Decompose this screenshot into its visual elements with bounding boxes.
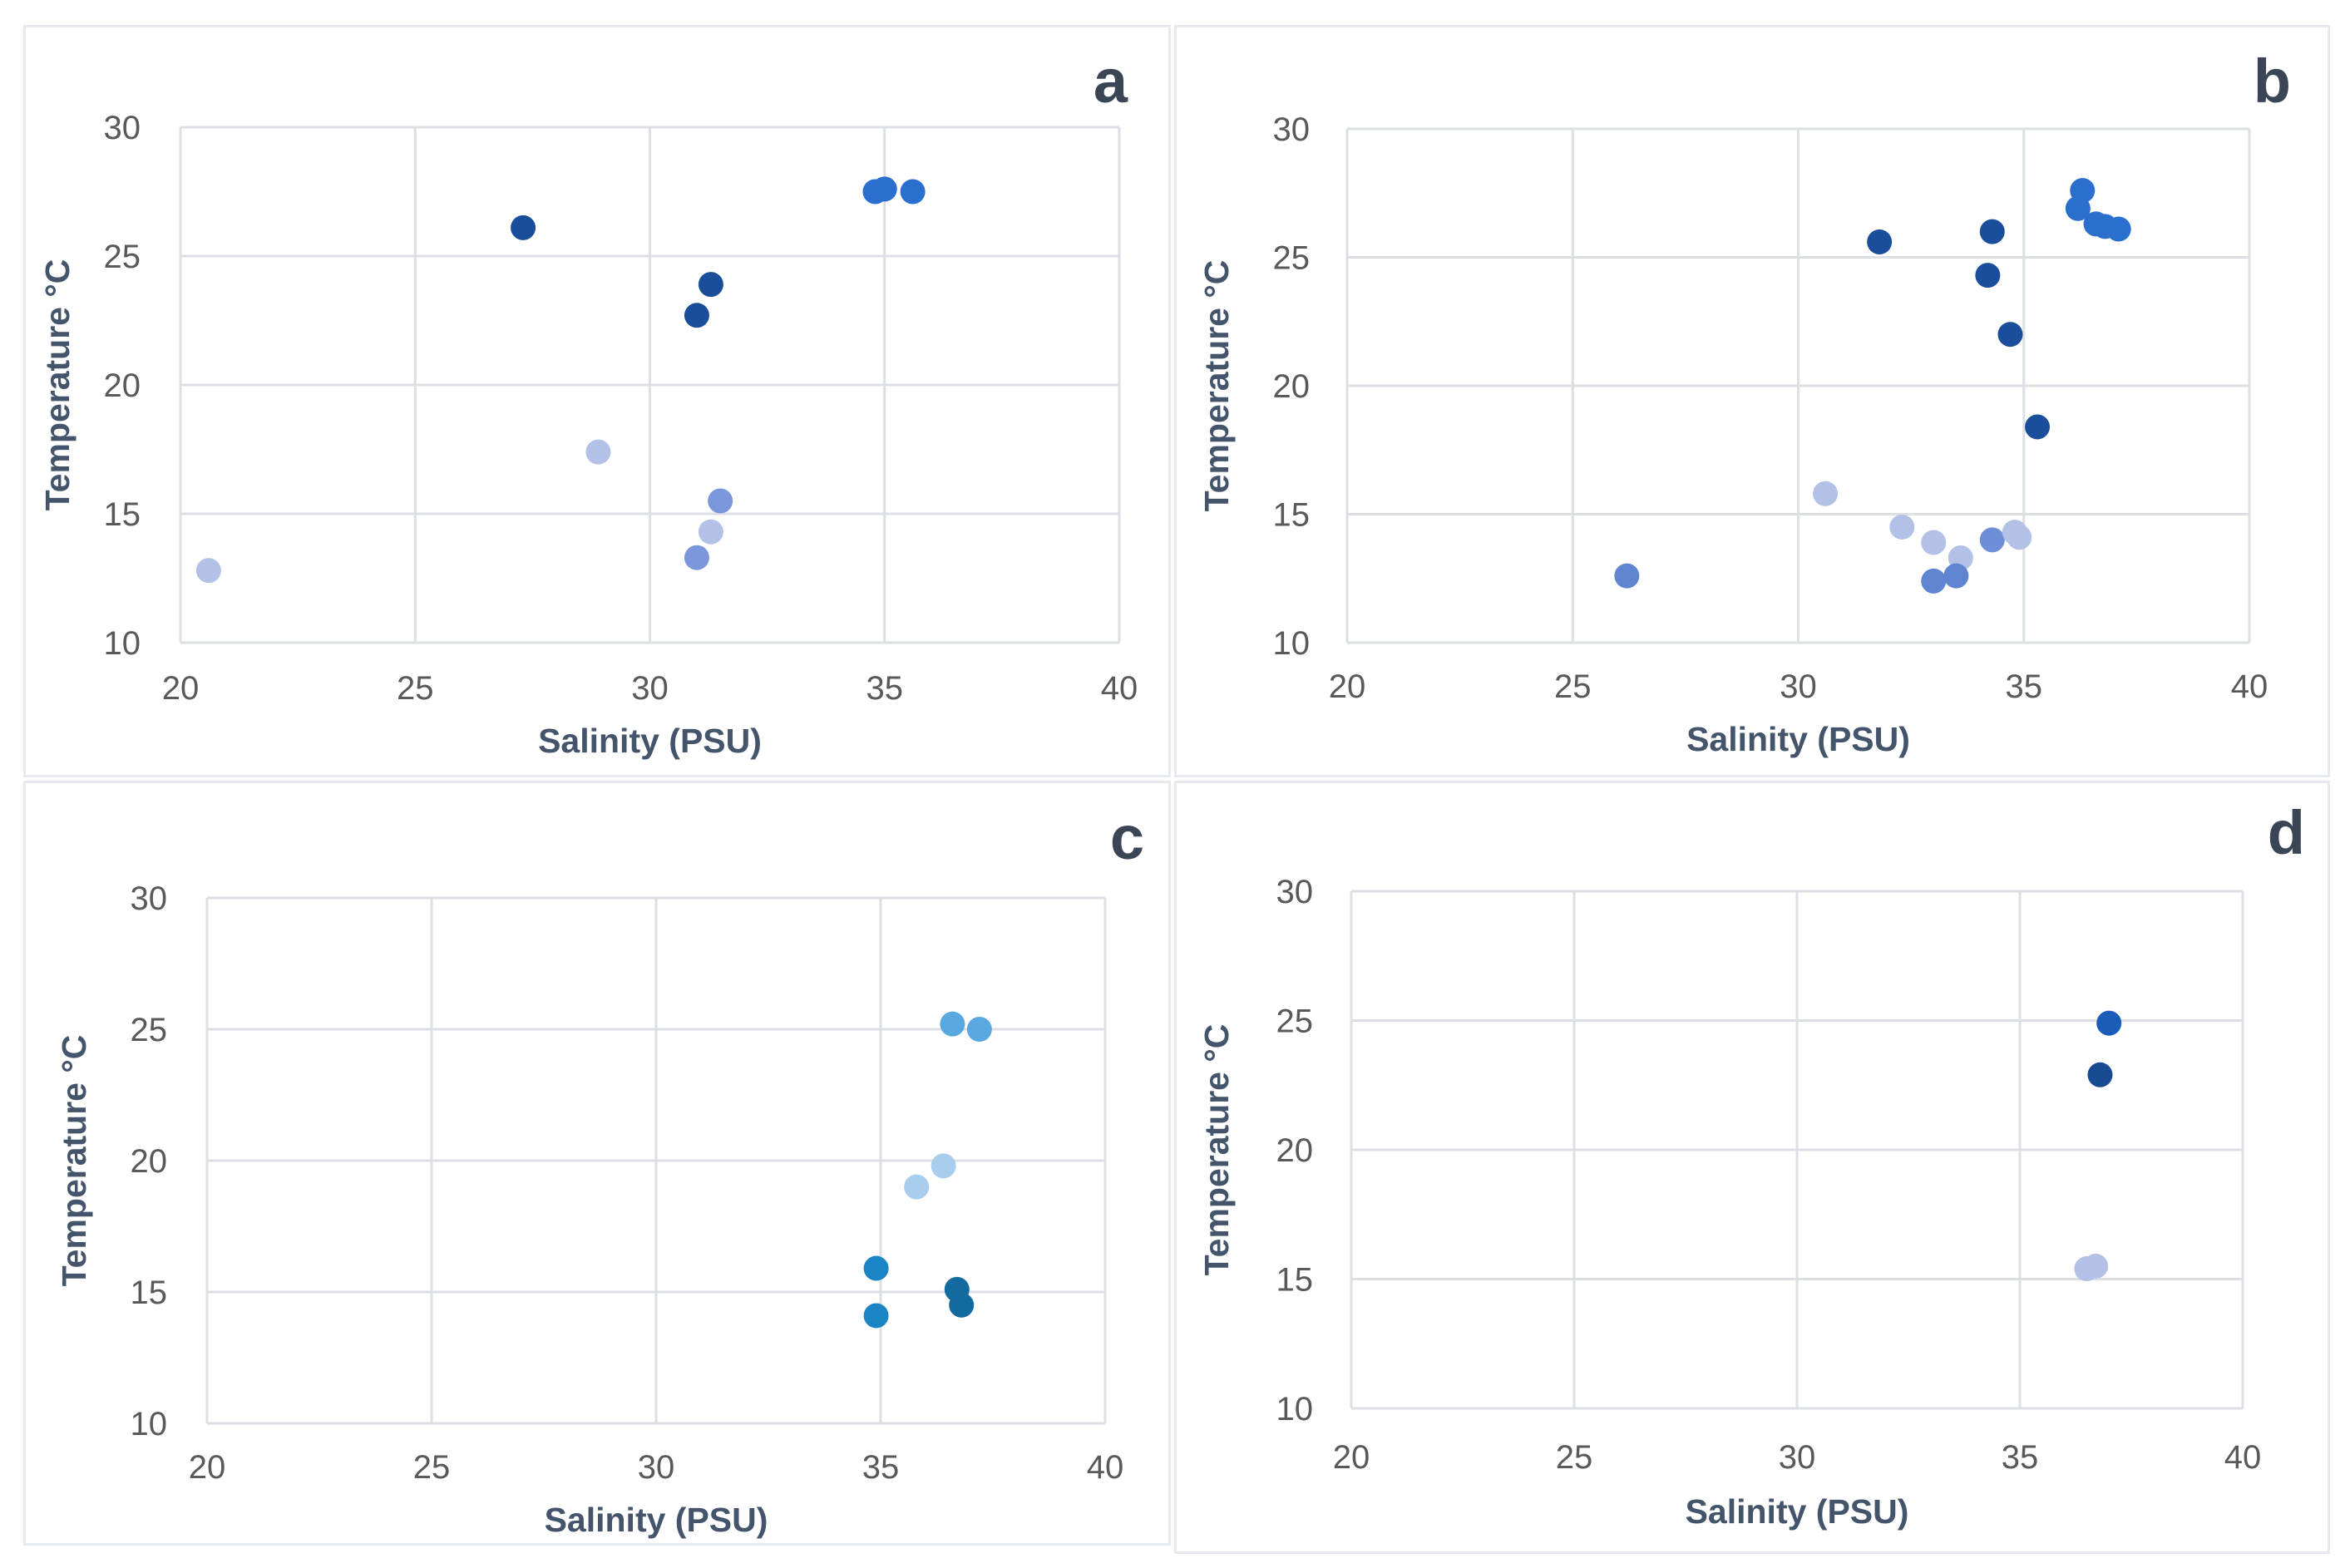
- x-tick-label: 35: [862, 1449, 900, 1486]
- x-tick-label: 25: [1554, 668, 1592, 705]
- y-tick-label: 25: [131, 1012, 168, 1048]
- data-point: [1997, 322, 2023, 348]
- data-point: [684, 303, 709, 328]
- data-point: [1979, 527, 2005, 553]
- y-axis-title: Temperature °C: [1197, 260, 1236, 512]
- data-point: [698, 272, 723, 298]
- data-point: [1921, 530, 1947, 555]
- x-axis-title: Salinity (PSU): [538, 722, 762, 760]
- chart-panel-c: c 10 15 20 25 30 20 25 30 35 40 Salinity (PSU) Temp…: [23, 781, 1171, 1546]
- data-point: [1867, 229, 1893, 254]
- y-tick-label: 30: [131, 880, 168, 917]
- data-point: [195, 558, 221, 584]
- data-point: [2065, 195, 2091, 221]
- x-tick-label: 40: [1087, 1449, 1124, 1486]
- data-point: [900, 179, 926, 205]
- x-tick-label: 20: [1333, 1439, 1370, 1476]
- y-tick-label: 20: [104, 367, 141, 404]
- data-point: [2025, 414, 2051, 440]
- x-tick-label: 25: [413, 1449, 451, 1486]
- data-point: [1921, 568, 1947, 594]
- x-tick-label: 30: [1779, 1439, 1816, 1476]
- chart-panel-d: d 10 15 20 25 30 20 25 30 35 40 Salinity (PSU) Temp…: [1174, 781, 2330, 1554]
- panel-letter: c: [1110, 803, 1144, 872]
- gridlines: [179, 126, 1121, 644]
- data-point: [966, 1017, 992, 1042]
- gridlines: [1350, 890, 2244, 1410]
- x-tick-label: 30: [638, 1449, 675, 1486]
- panel-letter: b: [2254, 47, 2291, 116]
- y-tick-label: 25: [1276, 1003, 1314, 1040]
- data-point: [698, 519, 723, 545]
- x-tick-label: 35: [866, 670, 904, 707]
- y-axis-title: Temperature °C: [38, 259, 77, 511]
- y-axis-title: Temperature °C: [1197, 1024, 1236, 1276]
- y-tick-label: 20: [131, 1143, 168, 1180]
- y-tick-label: 15: [1276, 1262, 1314, 1299]
- data-point: [585, 439, 611, 465]
- scatter-chart-a: a 10 15 20 25 30 20 25 30 35 40 Salinity (PSU) Temp…: [38, 47, 1138, 760]
- y-axis-title: Temperature °C: [55, 1035, 93, 1287]
- y-tick-label: 25: [104, 239, 141, 275]
- x-tick-label: 40: [2231, 668, 2268, 705]
- y-tick-label: 20: [1276, 1132, 1314, 1169]
- panel-letter: d: [2268, 798, 2305, 867]
- x-tick-label: 35: [2002, 1439, 2039, 1476]
- y-tick-label: 15: [1273, 497, 1311, 534]
- data-point: [1889, 514, 1915, 540]
- y-tick-label: 10: [1276, 1391, 1314, 1427]
- x-tick-label: 35: [2006, 668, 2043, 705]
- data-point: [940, 1011, 965, 1037]
- y-tick-label: 10: [1273, 625, 1311, 662]
- x-axis-title: Salinity (PSU): [545, 1501, 768, 1539]
- data-point: [708, 488, 733, 514]
- gridlines: [1345, 127, 2251, 644]
- data-point: [1975, 263, 2001, 288]
- x-axis-title: Salinity (PSU): [1686, 720, 1910, 758]
- y-tick-label: 25: [1273, 240, 1311, 277]
- data-point: [949, 1292, 975, 1318]
- data-point: [863, 1255, 889, 1281]
- data-point: [1813, 481, 1839, 506]
- gridlines: [205, 896, 1107, 1425]
- y-tick-label: 15: [104, 496, 141, 533]
- data-point: [931, 1153, 956, 1179]
- x-tick-label: 30: [631, 670, 669, 707]
- panel-letter: a: [1094, 47, 1128, 116]
- data-point: [2096, 1010, 2122, 1036]
- y-tick-label: 10: [104, 625, 141, 662]
- x-tick-label: 40: [2224, 1439, 2262, 1476]
- chart-panel-b: b 10 15 20 25 30 20 25 30 35 40 Salinity (PSU) Temp…: [1174, 25, 2330, 777]
- y-tick-label: 30: [1276, 874, 1314, 910]
- data-point: [684, 545, 709, 570]
- y-tick-label: 20: [1273, 368, 1311, 405]
- y-tick-label: 30: [104, 110, 141, 146]
- chart-panel-a: a 10 15 20 25 30 20 25 30 35 40 Salinity (PSU) Temp…: [23, 25, 1171, 777]
- scatter-chart-b: b 10 15 20 25 30 20 25 30 35 40 Salinity (PSU) Temp…: [1197, 47, 2291, 758]
- data-point: [871, 176, 897, 202]
- data-point: [1614, 563, 1640, 589]
- data-point: [2083, 1253, 2109, 1279]
- x-tick-label: 40: [1101, 670, 1138, 707]
- y-tick-label: 30: [1273, 111, 1311, 148]
- data-point: [2087, 1062, 2113, 1087]
- scatter-chart-c: c 10 15 20 25 30 20 25 30 35 40 Salinity (PSU) Temp…: [55, 803, 1144, 1539]
- data-point: [2007, 525, 2032, 550]
- x-tick-label: 20: [162, 670, 200, 707]
- y-tick-label: 15: [131, 1275, 168, 1311]
- x-axis-title: Salinity (PSU): [1686, 1492, 1909, 1531]
- x-tick-label: 20: [1329, 668, 1366, 705]
- scatter-chart-d: d 10 15 20 25 30 20 25 30 35 40 Salinity (PSU) Temp…: [1197, 798, 2305, 1531]
- x-tick-label: 20: [189, 1449, 226, 1486]
- data-point: [863, 1303, 889, 1329]
- data-point: [1943, 563, 1969, 589]
- x-tick-label: 25: [397, 670, 434, 707]
- data-point: [511, 214, 536, 240]
- y-tick-label: 10: [131, 1406, 168, 1442]
- x-tick-label: 25: [1556, 1439, 1593, 1476]
- data-point: [2106, 216, 2131, 242]
- x-tick-label: 30: [1780, 668, 1817, 705]
- data-point: [904, 1174, 930, 1200]
- data-point: [1979, 219, 2005, 244]
